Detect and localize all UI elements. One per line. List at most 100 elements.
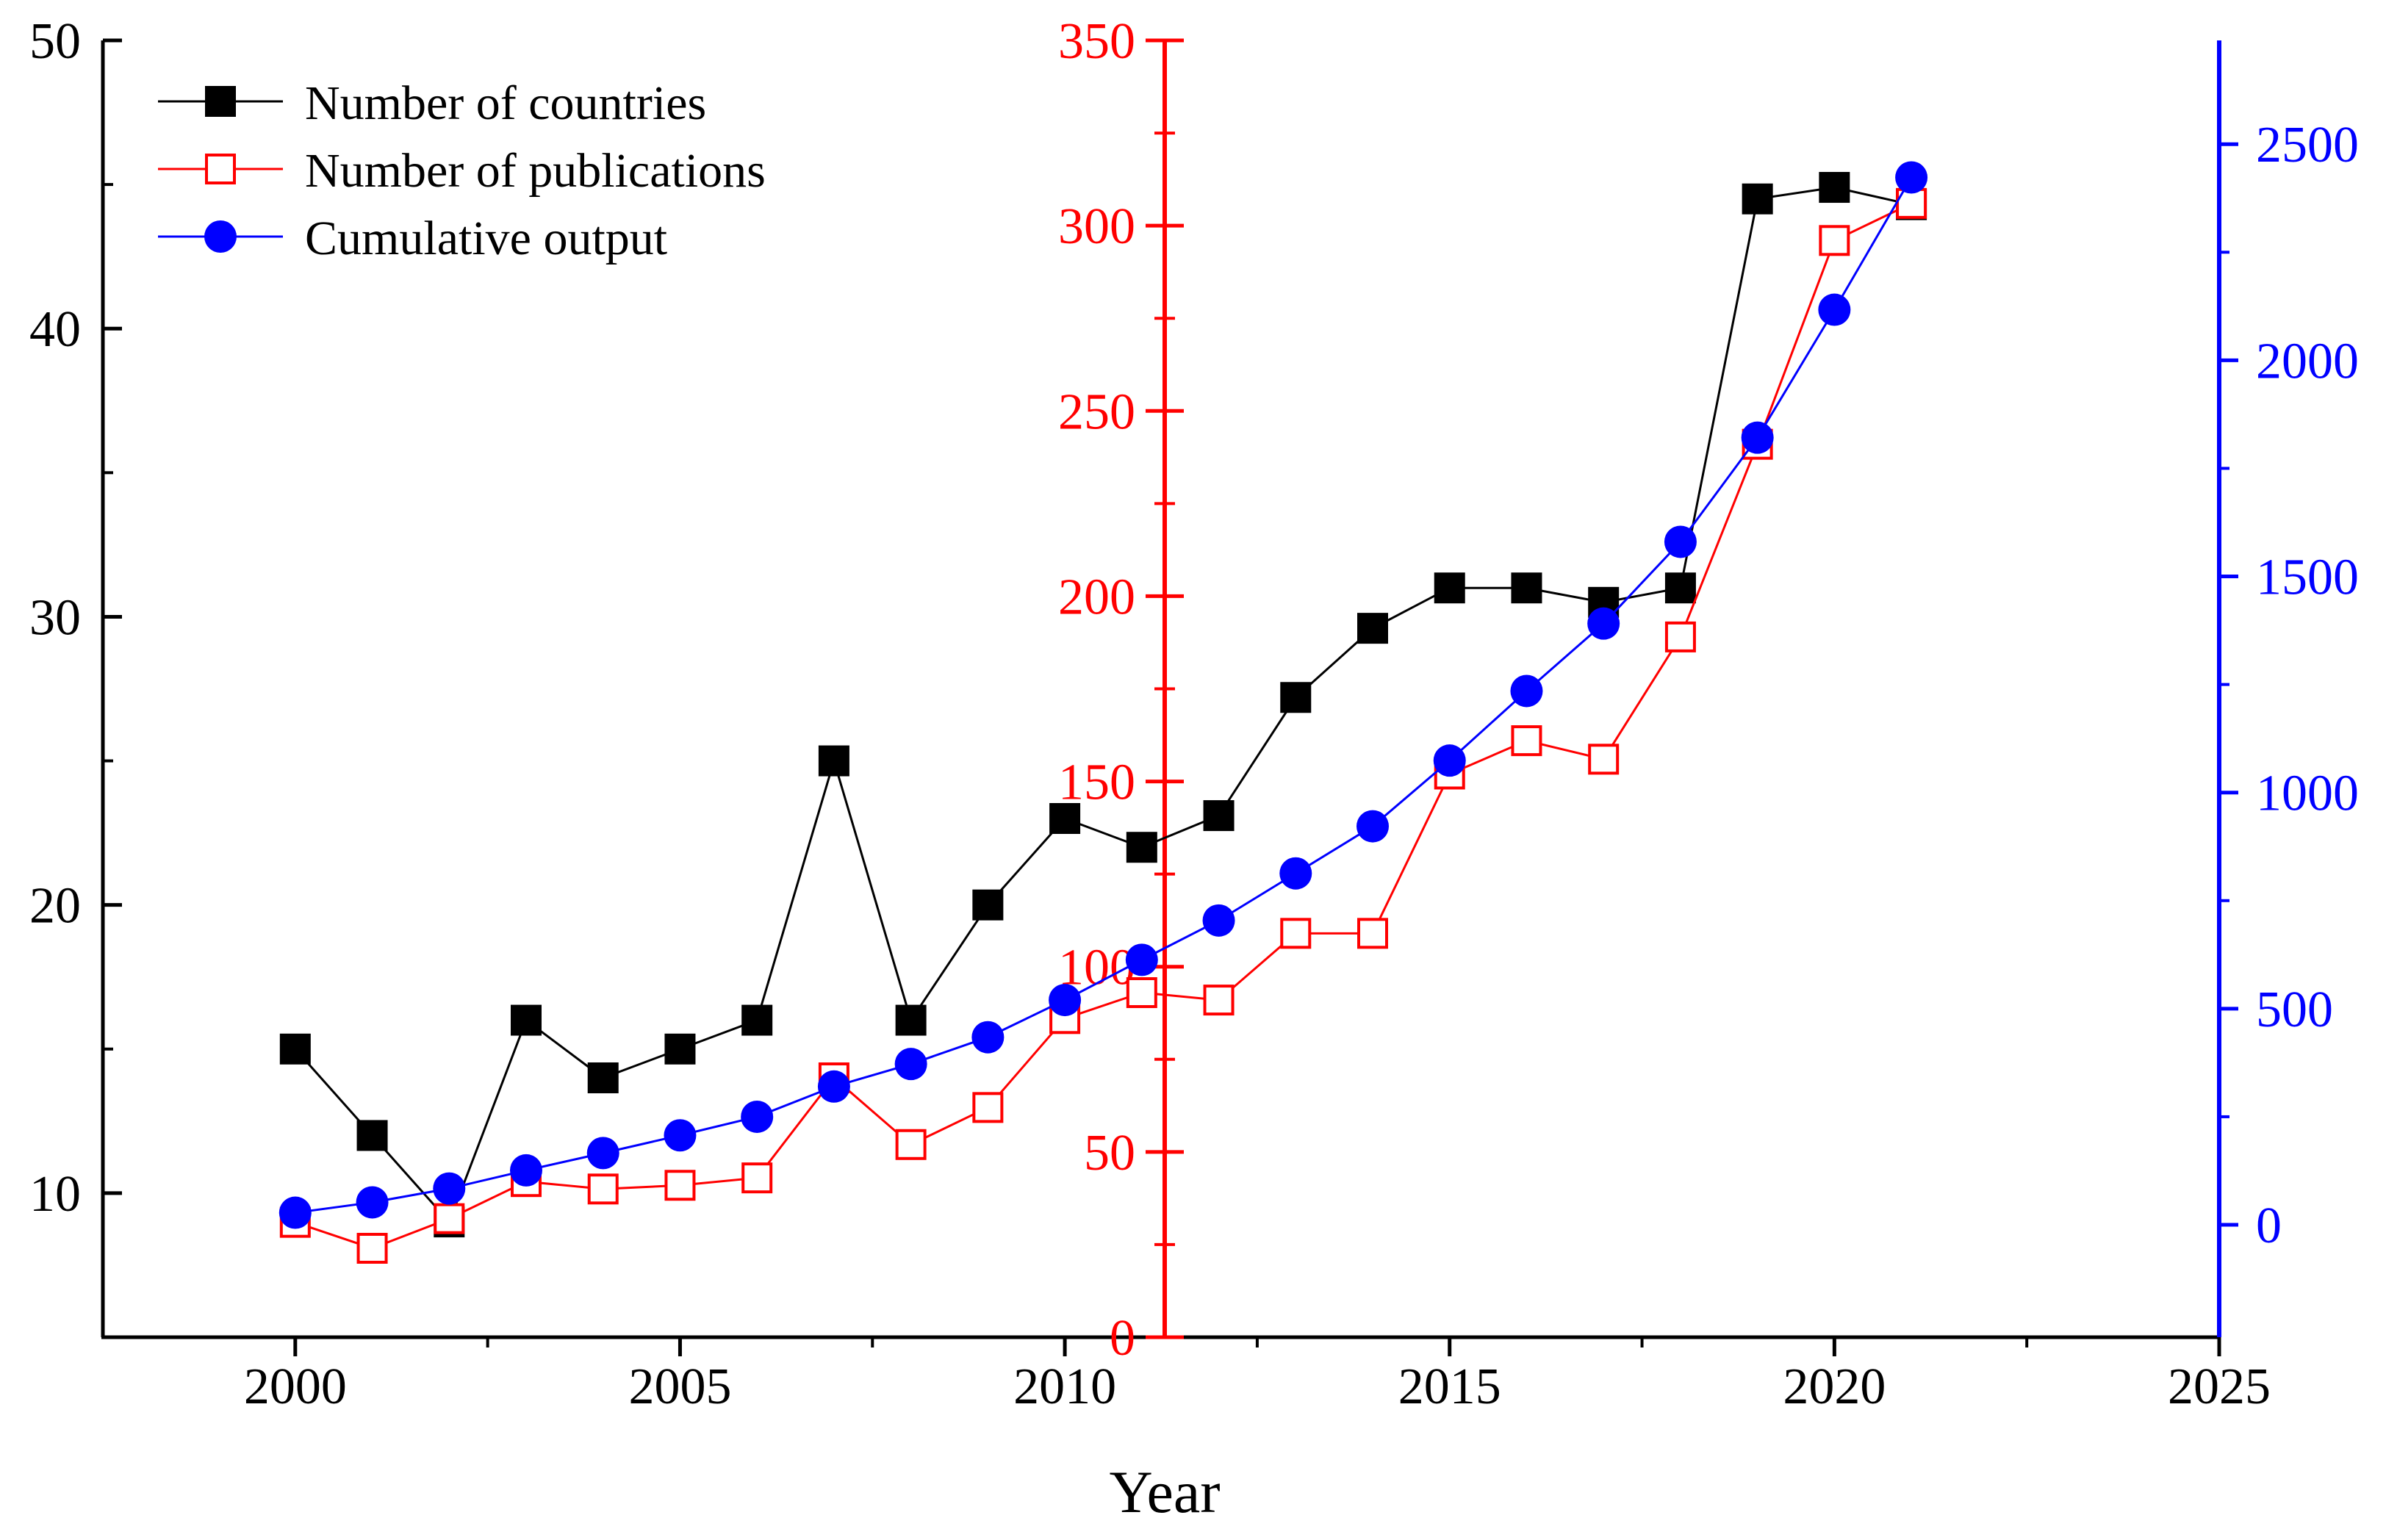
data-point [1203, 985, 1235, 1016]
right-tick-label: 2500 [2256, 117, 2359, 173]
middle-tick-label: 50 [1084, 1125, 1135, 1181]
data-point [1511, 725, 1542, 757]
x-tick-label: 2010 [1013, 1359, 1116, 1415]
x-axis-label: Year [1109, 1458, 1220, 1525]
data-point [1203, 800, 1235, 832]
legend-item: Number of publications [158, 144, 766, 198]
middle-tick-label: 0 [1110, 1310, 1135, 1367]
data-point [1434, 572, 1465, 604]
data-point [1125, 943, 1158, 976]
data-point [1819, 172, 1850, 204]
series-cumulative-output [279, 161, 1928, 1229]
data-point [1818, 293, 1851, 326]
data-point [433, 1172, 466, 1205]
data-point [1664, 572, 1696, 604]
data-point [1049, 984, 1082, 1017]
data-point [664, 1119, 697, 1152]
middle-tick-label: 300 [1058, 198, 1135, 255]
data-point [818, 745, 849, 777]
data-point [971, 1021, 1005, 1054]
data-point [741, 1162, 773, 1194]
data-point [356, 1232, 388, 1264]
left-tick-label: 30 [29, 589, 81, 646]
data-point [586, 1137, 619, 1170]
data-point [1357, 810, 1389, 843]
data-point [1357, 918, 1388, 949]
data-point [1511, 572, 1542, 604]
data-point [1664, 621, 1696, 652]
data-point [972, 889, 1004, 921]
legend: Number of countries Number of publication… [158, 76, 766, 265]
series-line [294, 186, 1912, 1224]
data-point [664, 1170, 696, 1201]
x-tick-label: 2020 [1783, 1359, 1886, 1415]
data-point [434, 1203, 465, 1234]
legend-marker [205, 154, 236, 184]
left-tick-label: 20 [29, 878, 81, 935]
data-point [1510, 674, 1543, 708]
legend-label: Number of publications [305, 144, 766, 198]
data-point [1280, 918, 1312, 949]
data-point [1895, 161, 1928, 194]
x-tick-label: 2015 [1398, 1359, 1501, 1415]
data-point [1126, 832, 1157, 863]
axes-layer: 2000 2005 2010 2015 2020 20251020304050050100… [29, 13, 2359, 1415]
series-layer [279, 161, 1928, 1264]
legend-label: Number of countries [305, 76, 706, 130]
data-point [1741, 421, 1774, 454]
data-point [587, 1062, 619, 1093]
legend-label: Cumulative output [305, 212, 667, 265]
data-point [1280, 682, 1312, 713]
legend-marker [205, 86, 236, 117]
data-point [972, 1092, 1004, 1123]
data-point [356, 1120, 388, 1151]
middle-tick-label: 350 [1058, 13, 1135, 70]
data-point [510, 1154, 542, 1187]
data-point [1664, 525, 1697, 558]
right-tick-label: 500 [2256, 982, 2333, 1038]
left-tick-label: 10 [29, 1166, 81, 1223]
data-point [664, 1033, 696, 1065]
middle-tick-label: 150 [1058, 755, 1135, 811]
series-number-of-publications [279, 187, 1927, 1264]
right-tick-label: 1500 [2256, 550, 2359, 606]
x-tick-label: 2000 [244, 1359, 347, 1415]
legend-item: Cumulative output [158, 212, 667, 265]
data-point [1049, 803, 1081, 834]
data-point [279, 1196, 312, 1229]
data-point [587, 1173, 619, 1205]
legend-marker [204, 220, 237, 253]
data-point [1126, 977, 1157, 1009]
right-tick-label: 1000 [2256, 766, 2359, 822]
data-point [1202, 904, 1235, 937]
data-point [1742, 183, 1773, 215]
data-point [895, 1004, 927, 1036]
data-point [894, 1048, 927, 1081]
data-point [511, 1004, 542, 1036]
data-point [1819, 225, 1850, 256]
series-line [295, 202, 1912, 1250]
data-point [1279, 857, 1312, 890]
middle-tick-label: 250 [1058, 384, 1135, 440]
middle-tick-label: 200 [1058, 569, 1135, 625]
data-point [356, 1186, 389, 1219]
left-tick-label: 40 [29, 301, 81, 358]
data-point [1587, 607, 1620, 640]
data-point [741, 1004, 773, 1036]
legend-item: Number of countries [158, 76, 706, 130]
left-tick-label: 50 [29, 13, 81, 70]
data-point [895, 1129, 927, 1160]
data-point [1896, 187, 1927, 219]
data-point [1357, 613, 1388, 644]
data-point [279, 1033, 311, 1065]
right-tick-label: 2000 [2256, 333, 2359, 389]
data-point [1588, 744, 1620, 775]
series-line [295, 176, 1913, 1215]
x-tick-label: 2025 [2168, 1359, 2271, 1415]
data-point [1433, 744, 1466, 777]
right-tick-label: 0 [2256, 1198, 2282, 1254]
data-point [741, 1100, 774, 1133]
data-point [817, 1070, 850, 1103]
series-number-of-countries [279, 172, 1927, 1238]
